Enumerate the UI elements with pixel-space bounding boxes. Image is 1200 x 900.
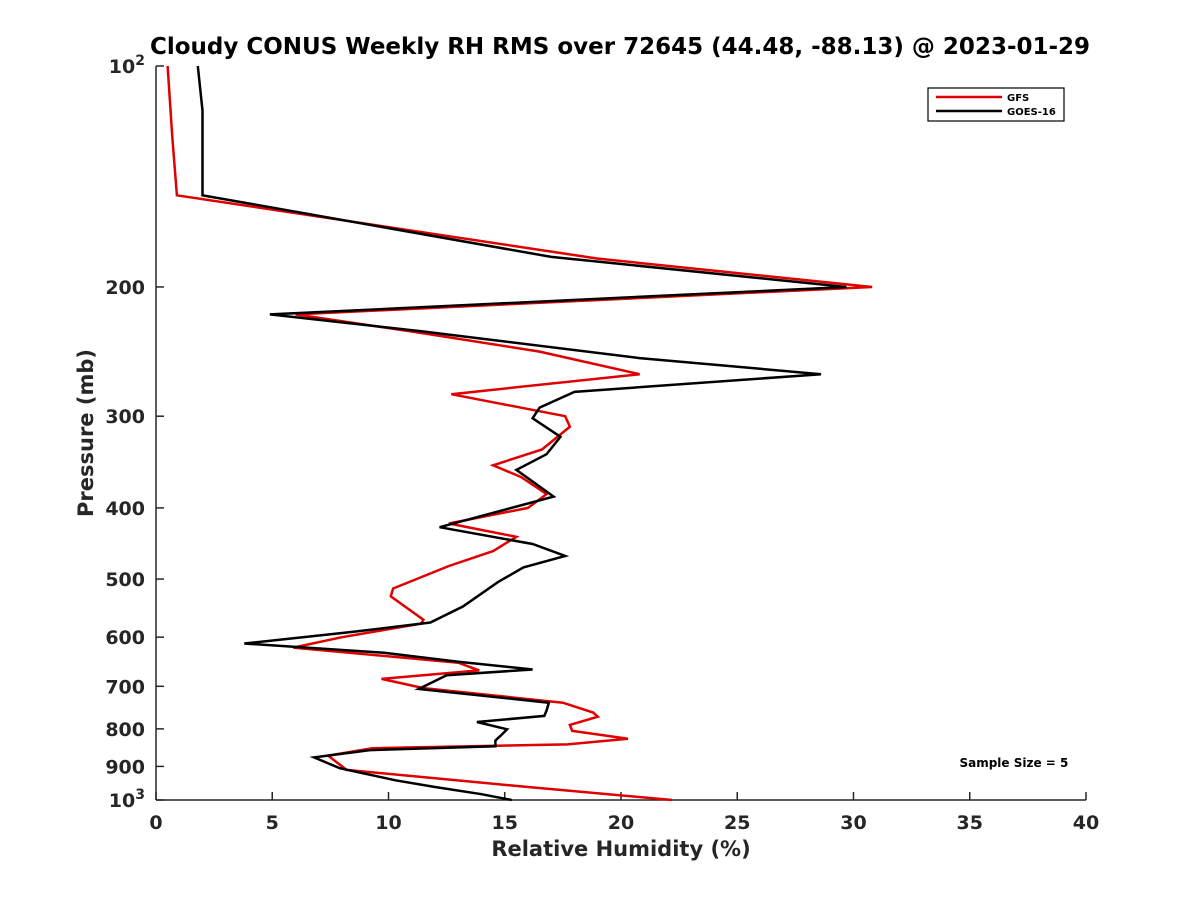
y-tick-label: 700 bbox=[105, 676, 145, 698]
x-tick-label: 30 bbox=[840, 812, 866, 834]
series-line-gfs bbox=[166, 65, 873, 802]
plot-area: 0 5 10 15 20 25 30 35 40 10220030040050060070080… bbox=[105, 53, 1099, 834]
y-tick-label: 500 bbox=[105, 569, 145, 591]
x-tick-label: 20 bbox=[608, 812, 634, 834]
x-tick-label: 35 bbox=[957, 812, 983, 834]
y-tick-label: 800 bbox=[105, 719, 145, 741]
y-tick-label: 300 bbox=[105, 406, 145, 428]
legend-box bbox=[927, 87, 1065, 122]
x-tick-label: 0 bbox=[149, 812, 162, 834]
y-tick-label: 102 bbox=[109, 53, 145, 78]
y-tick-label: 900 bbox=[105, 756, 145, 778]
x-tick-label: 40 bbox=[1073, 812, 1099, 834]
x-tick-label: 5 bbox=[266, 812, 279, 834]
series-line-goes16 bbox=[196, 65, 847, 802]
y-tick-label: 200 bbox=[105, 277, 145, 299]
y-tick-exponent: 3 bbox=[135, 787, 145, 803]
legend: GFS GOES-16 bbox=[927, 87, 1065, 122]
y-tick-exponent: 2 bbox=[135, 53, 145, 69]
y-tick-base: 10 bbox=[109, 790, 135, 812]
x-tick-label: 25 bbox=[724, 812, 750, 834]
series-lines bbox=[166, 65, 873, 802]
y-tick-label: 400 bbox=[105, 498, 145, 520]
x-ticks: 0 5 10 15 20 25 30 35 40 bbox=[149, 792, 1099, 834]
y-tick-label: 103 bbox=[109, 787, 145, 812]
legend-label-goes16: GOES-16 bbox=[1007, 107, 1056, 118]
y-tick-label: 600 bbox=[105, 627, 145, 649]
x-axis-label: Relative Humidity (%) bbox=[491, 837, 750, 861]
x-tick-label: 10 bbox=[375, 812, 401, 834]
y-tick-base: 10 bbox=[109, 56, 135, 78]
chart-title: Cloudy CONUS Weekly RH RMS over 72645 (4… bbox=[150, 34, 1090, 60]
sample-size-annotation: Sample Size = 5 bbox=[959, 756, 1068, 770]
x-tick-label: 15 bbox=[492, 812, 518, 834]
y-axis-label: Pressure (mb) bbox=[74, 349, 98, 517]
legend-label-gfs: GFS bbox=[1007, 93, 1029, 104]
